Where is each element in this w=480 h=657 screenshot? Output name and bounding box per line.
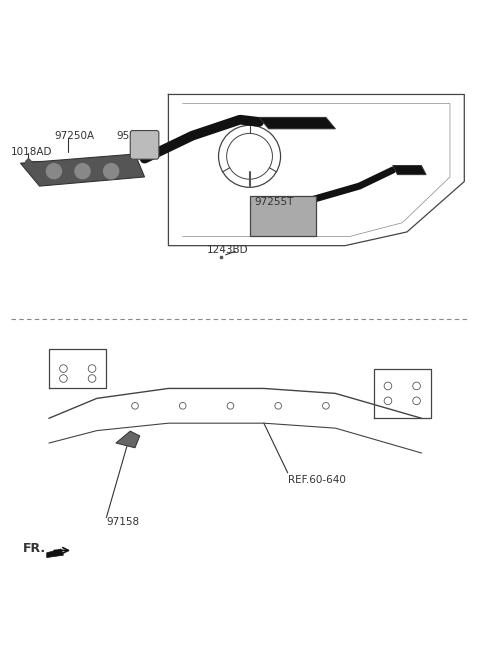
Text: FR.: FR. — [23, 542, 46, 555]
Polygon shape — [47, 549, 63, 558]
FancyBboxPatch shape — [250, 196, 316, 237]
Polygon shape — [393, 166, 426, 175]
Text: 97255T: 97255T — [254, 197, 294, 207]
Circle shape — [74, 163, 91, 180]
Polygon shape — [116, 431, 140, 448]
Polygon shape — [21, 154, 144, 186]
Text: 97158: 97158 — [107, 518, 140, 528]
Polygon shape — [259, 118, 336, 129]
Text: 955C0: 955C0 — [116, 131, 150, 141]
Circle shape — [103, 163, 120, 180]
Text: 1243BD: 1243BD — [206, 245, 248, 255]
Text: 1018AD: 1018AD — [11, 147, 52, 157]
FancyBboxPatch shape — [130, 131, 159, 159]
Text: REF.60-640: REF.60-640 — [288, 475, 346, 486]
Circle shape — [45, 163, 62, 180]
Text: 97250A: 97250A — [54, 131, 94, 141]
